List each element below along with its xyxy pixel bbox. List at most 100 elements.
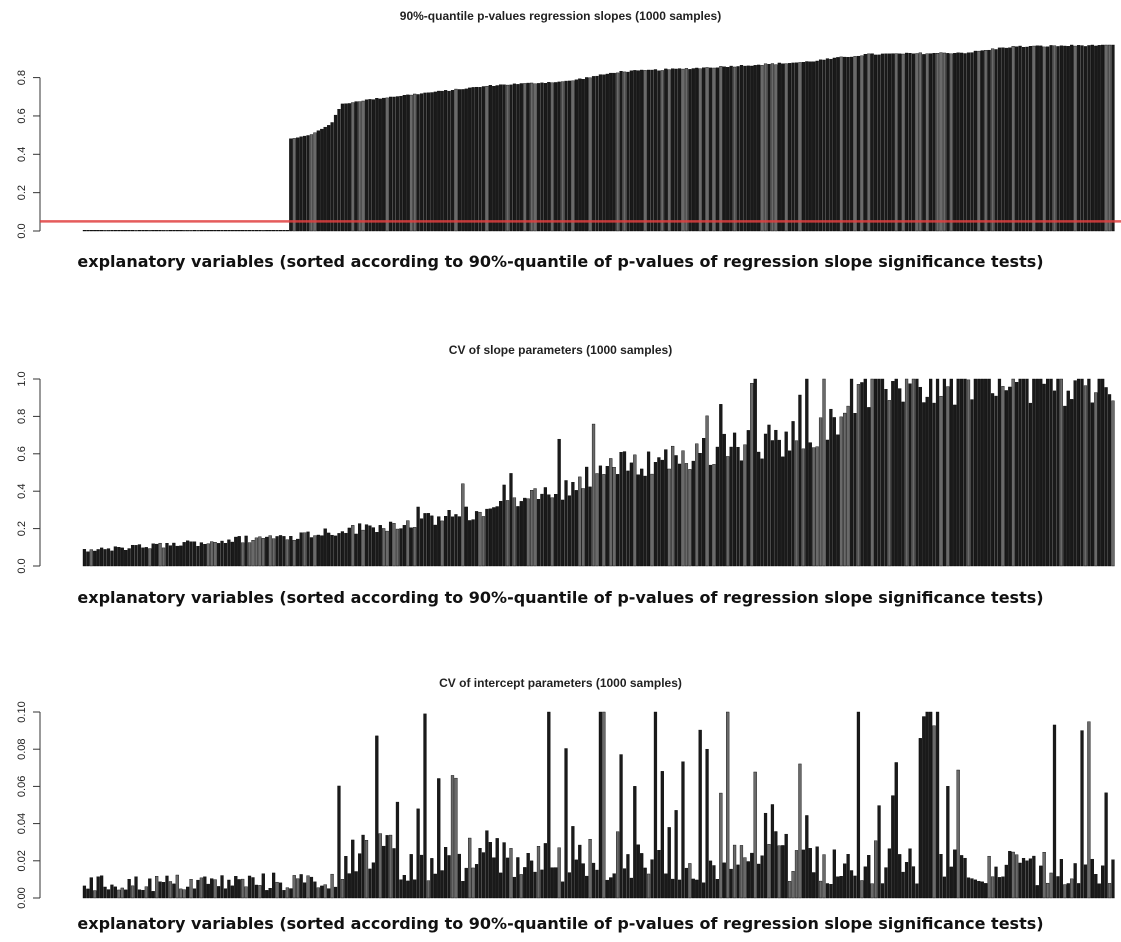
bar bbox=[172, 229, 176, 232]
bar bbox=[616, 474, 620, 567]
bar bbox=[550, 497, 554, 567]
bar bbox=[388, 521, 393, 567]
bar bbox=[887, 848, 892, 899]
bar bbox=[302, 135, 307, 232]
bar bbox=[784, 833, 788, 899]
bar bbox=[564, 80, 568, 232]
bar bbox=[127, 548, 131, 567]
bar bbox=[715, 67, 720, 232]
bar bbox=[296, 878, 300, 899]
bar bbox=[640, 853, 644, 899]
bar bbox=[468, 87, 472, 232]
bar bbox=[364, 840, 369, 899]
bar bbox=[946, 786, 950, 899]
bar bbox=[726, 456, 730, 567]
bar bbox=[103, 549, 107, 567]
bar bbox=[1015, 854, 1019, 899]
bar bbox=[447, 90, 451, 232]
bar bbox=[419, 93, 424, 232]
bar bbox=[977, 50, 981, 232]
bar bbox=[124, 229, 128, 232]
bar bbox=[474, 86, 479, 232]
bar bbox=[536, 83, 541, 232]
bar bbox=[653, 462, 658, 567]
bar bbox=[268, 229, 272, 232]
bar bbox=[578, 476, 582, 567]
bar bbox=[633, 786, 637, 899]
bar bbox=[509, 473, 513, 567]
bar bbox=[358, 101, 362, 232]
bar bbox=[753, 378, 757, 567]
bar bbox=[901, 53, 905, 232]
bar bbox=[932, 725, 936, 899]
bar bbox=[385, 530, 389, 567]
bar bbox=[942, 378, 947, 567]
bar bbox=[977, 880, 981, 899]
bar bbox=[285, 539, 289, 567]
bar bbox=[282, 890, 286, 899]
bar bbox=[347, 873, 351, 899]
bar bbox=[199, 229, 204, 232]
y-tick-label: 0.08 bbox=[16, 738, 28, 759]
bar bbox=[564, 748, 568, 899]
bar bbox=[963, 378, 967, 567]
bar bbox=[113, 229, 117, 232]
bar bbox=[743, 857, 747, 899]
bar bbox=[495, 85, 499, 232]
bar bbox=[457, 89, 461, 232]
bar bbox=[904, 52, 909, 232]
bar bbox=[151, 543, 155, 567]
bar bbox=[705, 748, 709, 899]
bar bbox=[409, 94, 413, 232]
bar bbox=[316, 130, 320, 232]
bar bbox=[333, 886, 338, 899]
bar bbox=[722, 433, 726, 567]
bar bbox=[702, 67, 706, 232]
bar bbox=[440, 520, 444, 567]
bar bbox=[602, 711, 606, 899]
bar bbox=[808, 442, 812, 567]
bar bbox=[444, 847, 448, 899]
bar bbox=[994, 49, 998, 232]
bar bbox=[172, 883, 176, 899]
bar bbox=[956, 52, 960, 232]
bar bbox=[767, 424, 771, 567]
bar bbox=[870, 883, 874, 899]
bar bbox=[567, 80, 572, 232]
bar bbox=[1094, 874, 1098, 899]
bar bbox=[137, 229, 142, 232]
bar bbox=[1004, 47, 1008, 232]
bar bbox=[364, 99, 369, 232]
bar bbox=[516, 506, 520, 567]
bar bbox=[1035, 45, 1039, 232]
bar bbox=[1032, 855, 1036, 899]
bar bbox=[481, 852, 486, 899]
bar bbox=[736, 66, 740, 232]
bar bbox=[402, 875, 406, 899]
bar bbox=[299, 532, 303, 567]
bar bbox=[89, 549, 93, 567]
bar bbox=[1042, 852, 1046, 899]
bar bbox=[499, 501, 503, 567]
bar bbox=[120, 887, 124, 899]
bar bbox=[155, 543, 159, 567]
bar bbox=[684, 867, 689, 899]
bar bbox=[1111, 400, 1115, 567]
bar bbox=[543, 843, 548, 899]
bar bbox=[595, 869, 599, 899]
bar bbox=[382, 528, 386, 567]
bar bbox=[829, 884, 833, 899]
bar bbox=[585, 466, 589, 567]
bar bbox=[1059, 378, 1063, 567]
bar bbox=[464, 88, 468, 232]
bar bbox=[953, 849, 957, 899]
bar bbox=[729, 868, 733, 899]
bar bbox=[505, 500, 510, 567]
bar bbox=[719, 404, 723, 567]
bar bbox=[1008, 47, 1012, 232]
bar bbox=[918, 738, 922, 899]
bar bbox=[712, 865, 716, 899]
bar bbox=[299, 136, 303, 232]
bar bbox=[829, 408, 833, 567]
bar bbox=[946, 386, 950, 567]
